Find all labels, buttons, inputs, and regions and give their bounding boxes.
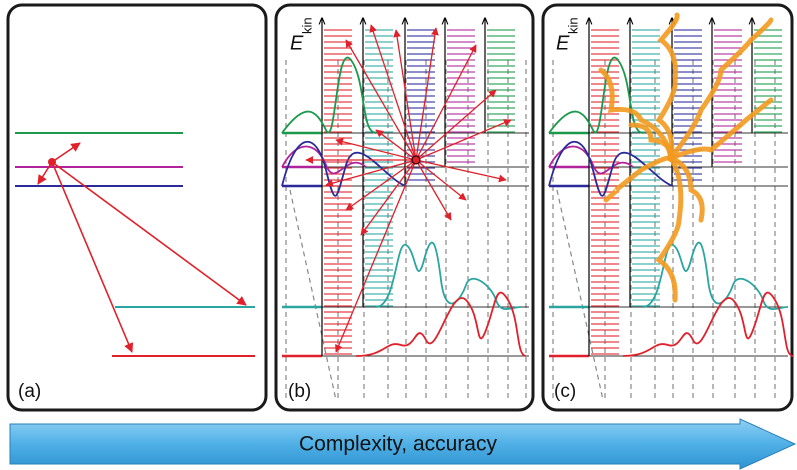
axis-symbol: E bbox=[290, 32, 304, 54]
axis-subscript: kin bbox=[565, 17, 580, 34]
panel-frame bbox=[8, 5, 266, 410]
initial-state bbox=[667, 154, 675, 162]
panel-label: (c) bbox=[554, 381, 576, 402]
page: (a) (b) (c) E kin E kin Complexity, accu… bbox=[0, 0, 797, 470]
panel-label: (b) bbox=[288, 381, 311, 402]
wavefunction bbox=[356, 293, 526, 356]
wavefunction bbox=[549, 58, 643, 133]
panel-label: (a) bbox=[18, 381, 41, 402]
transition-arrow bbox=[326, 160, 416, 185]
figure: (a) (b) (c) E kin E kin Complexity, accu… bbox=[0, 0, 797, 470]
trajectory bbox=[671, 100, 771, 158]
axis-subscript: kin bbox=[299, 17, 314, 34]
panel-b bbox=[282, 18, 529, 400]
initial-state bbox=[412, 156, 420, 164]
transition-arrow bbox=[371, 25, 416, 160]
panel-c bbox=[549, 15, 793, 400]
trajectory bbox=[671, 20, 771, 158]
wavefunction bbox=[376, 243, 521, 310]
wavefunction bbox=[623, 293, 793, 356]
axis-symbol: E bbox=[556, 32, 570, 54]
wavefunction bbox=[282, 58, 376, 133]
transition-arrow bbox=[396, 30, 416, 160]
arrow-label: Complexity, accuracy bbox=[299, 433, 498, 456]
panel-a bbox=[15, 133, 255, 356]
